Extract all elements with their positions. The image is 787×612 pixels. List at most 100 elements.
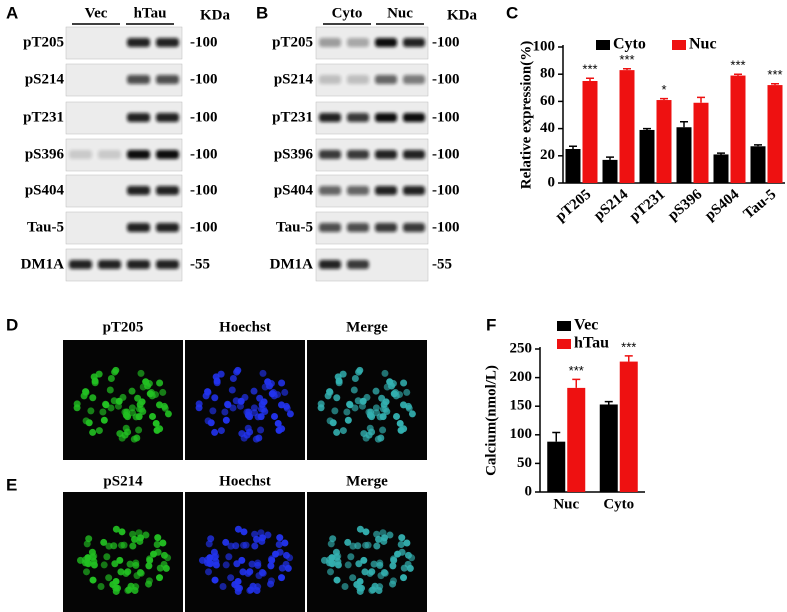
cell: [107, 375, 115, 383]
cell: [355, 560, 363, 568]
bar: [639, 129, 655, 183]
cell: [150, 550, 158, 558]
band: [69, 150, 92, 159]
lane-group: Cyto: [332, 5, 363, 21]
error-bar: [717, 152, 725, 155]
band: [127, 150, 150, 159]
cell: [102, 401, 110, 409]
error-bar: [572, 378, 581, 388]
band: [127, 38, 150, 47]
band: [69, 260, 92, 269]
band: [127, 113, 150, 122]
cell: [257, 426, 265, 434]
cell: [100, 416, 108, 424]
blot-label: DM1A: [21, 256, 64, 272]
panel-label: B: [256, 3, 268, 22]
cell: [99, 408, 107, 416]
cell: [286, 410, 294, 418]
bar: [582, 81, 598, 183]
cell: [125, 586, 133, 594]
mw-label: -100: [432, 109, 460, 125]
cell: [344, 561, 352, 569]
cell: [244, 569, 252, 577]
cell: [324, 392, 332, 400]
cell: [221, 408, 229, 416]
mw-label: -100: [190, 219, 218, 235]
cell: [222, 561, 230, 569]
cell: [267, 577, 275, 585]
error-bar: [624, 355, 633, 362]
error-bar: [660, 97, 668, 101]
cell: [343, 408, 351, 416]
cell: [204, 417, 212, 425]
bar: [565, 149, 581, 183]
x-tick-label: pS404: [702, 186, 743, 224]
cell: [250, 409, 258, 417]
cell: [346, 401, 354, 409]
cell: [126, 560, 134, 568]
band: [156, 75, 179, 84]
band: [375, 223, 397, 232]
panel-label: C: [506, 3, 518, 22]
cell: [234, 366, 242, 374]
y-tick-label: 200: [510, 369, 533, 385]
cell: [128, 387, 136, 395]
bar: [547, 441, 566, 492]
cell: [204, 556, 212, 564]
image: [185, 492, 305, 612]
cell: [375, 535, 383, 543]
cell: [95, 427, 103, 435]
cell: [379, 413, 387, 421]
legend-label: Cyto: [613, 36, 646, 53]
cell: [138, 398, 146, 406]
bar: [730, 75, 746, 183]
cell: [267, 562, 275, 570]
blot-label: DM1A: [270, 256, 313, 272]
panel-label: F: [486, 315, 496, 334]
cell: [237, 397, 245, 405]
cell: [364, 541, 372, 549]
legend-label: Vec: [574, 317, 598, 334]
legend-label: hTau: [574, 335, 609, 352]
cell: [382, 398, 390, 406]
cell: [408, 410, 416, 418]
mw-label: -100: [190, 182, 218, 198]
band: [156, 186, 179, 195]
cell: [152, 419, 160, 427]
cell: [227, 574, 235, 582]
cell: [145, 577, 153, 585]
band: [98, 260, 121, 269]
band: [347, 223, 369, 232]
cell: [145, 380, 153, 388]
bar: [619, 361, 638, 492]
band: [319, 38, 341, 47]
cell: [258, 537, 266, 545]
cell: [238, 556, 246, 564]
cell: [160, 551, 168, 559]
cell: [205, 568, 213, 576]
cell: [145, 562, 153, 570]
cell: [390, 556, 398, 564]
band: [156, 113, 179, 122]
cell: [359, 397, 367, 405]
mw-label: -55: [190, 256, 210, 272]
cell: [261, 408, 269, 416]
x-tick-label: Cyto: [603, 496, 634, 512]
cell: [362, 434, 370, 442]
blot-label: pS396: [274, 146, 314, 162]
cell: [284, 564, 292, 572]
cell: [281, 539, 289, 547]
cell: [406, 564, 414, 572]
cell: [146, 556, 154, 564]
y-axis-label: Relative expression(%): [518, 41, 534, 189]
cell: [375, 586, 383, 594]
band: [375, 150, 397, 159]
lane-group: Nuc: [387, 5, 413, 21]
cell: [389, 562, 397, 570]
cell: [273, 391, 281, 399]
band: [127, 223, 150, 232]
band: [375, 186, 397, 195]
cell: [370, 560, 378, 568]
y-tick-label: 40: [540, 120, 555, 136]
y-tick-label: 100: [510, 426, 533, 442]
